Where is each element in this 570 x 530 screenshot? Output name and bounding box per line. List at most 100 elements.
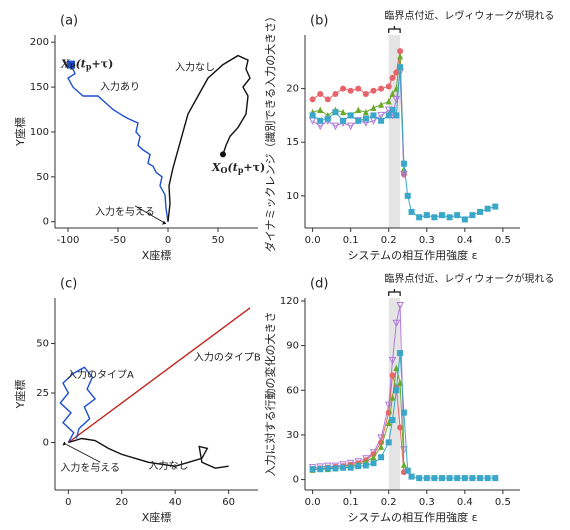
marker [385, 97, 392, 105]
marker [484, 205, 491, 212]
panel-label: (c) [60, 277, 77, 292]
marker [492, 203, 499, 210]
marker [393, 364, 400, 371]
label-part: +τ) [243, 161, 265, 174]
critical-band [388, 35, 401, 228]
marker [397, 350, 404, 357]
annotation: 入力のタイプB [194, 350, 261, 363]
marker [355, 85, 362, 92]
annotation: 入力を与える [95, 205, 155, 218]
marker [389, 394, 396, 401]
x-tick-label: 0.3 [419, 235, 435, 246]
panel-label: (b) [310, 14, 328, 29]
marker [385, 439, 392, 446]
x-tick-label: 0.5 [495, 497, 511, 508]
marker [347, 112, 354, 119]
annotation: 入力を与える [60, 461, 120, 474]
marker [362, 115, 369, 122]
marker [370, 112, 377, 119]
marker [340, 85, 347, 92]
marker [400, 160, 407, 167]
y-tick-label: 90 [286, 341, 299, 352]
marker [408, 208, 415, 215]
marker [400, 409, 407, 416]
y-tick-label: 50 [36, 339, 49, 350]
x-axis-label: X座標 [142, 248, 172, 262]
x-tick-label: 0.2 [381, 235, 397, 246]
annotation: 入力なし [175, 60, 215, 73]
marker [385, 112, 392, 119]
marker [324, 96, 331, 103]
marker [392, 319, 401, 328]
annotation: 入力なし [148, 459, 188, 472]
x-tick-label: 0.5 [495, 235, 511, 246]
point-label: XP(tp+τ) [60, 58, 113, 72]
marker [397, 48, 404, 55]
y-tick-label: 150 [30, 82, 49, 93]
marker [454, 212, 461, 219]
marker [340, 464, 347, 471]
marker [378, 101, 385, 108]
y-tick-label: 0 [293, 475, 299, 486]
marker [389, 90, 396, 97]
critical-band [388, 298, 401, 490]
arrow-head [162, 220, 166, 225]
marker [378, 454, 385, 461]
label-part: P [70, 62, 76, 72]
marker [389, 417, 396, 424]
bracket [388, 289, 401, 296]
x-tick-label: 0 [165, 235, 171, 246]
marker [393, 387, 400, 394]
arrow-head [62, 441, 67, 446]
series-line [67, 307, 251, 444]
y-tick-label: 30 [286, 430, 299, 441]
marker [492, 475, 499, 482]
series-line [59, 366, 97, 443]
y-tick-label: 15 [286, 137, 299, 148]
marker [404, 467, 411, 474]
label-part: X [211, 161, 221, 174]
point-label: XO(tp+τ) [211, 161, 265, 175]
x-tick-label: 0.4 [457, 497, 473, 508]
x-tick-label: -50 [110, 235, 126, 246]
marker [469, 475, 476, 482]
marker [324, 115, 331, 122]
x-tick-label: 20 [115, 497, 128, 508]
y-axis-label: Y座標 [13, 117, 27, 147]
marker [347, 87, 354, 94]
marker [404, 192, 411, 199]
marker [431, 475, 438, 482]
label-part: +τ) [91, 58, 113, 71]
marker [389, 372, 396, 379]
y-axis-label: 入力に対する行動の変化の大きさ [263, 312, 277, 477]
annotation: 入力のタイプA [67, 368, 134, 381]
y-tick-label: 200 [30, 37, 49, 48]
y-tick-label: 100 [30, 127, 49, 138]
series-line [68, 437, 229, 469]
y-tick-label: 0 [43, 217, 49, 228]
marker [461, 216, 468, 223]
x-axis-label: システムの相互作用強度 ε [347, 248, 477, 262]
top-annotation: 臨界点付近、レヴィウォークが現れる [384, 272, 554, 285]
x-tick-label: -100 [57, 235, 80, 246]
y-tick-label: 25 [36, 388, 49, 399]
marker [385, 419, 392, 427]
x-tick-label: 0.4 [457, 235, 473, 246]
marker [423, 212, 430, 219]
label-part: (t [228, 161, 238, 174]
marker [347, 464, 354, 471]
marker [309, 466, 316, 473]
marker [408, 473, 415, 480]
marker [355, 463, 362, 470]
y-tick-label: 10 [286, 191, 299, 202]
marker [416, 475, 423, 482]
x-tick-label: 50 [212, 235, 225, 246]
marker [317, 106, 324, 114]
marker [370, 104, 377, 111]
arrow [134, 205, 167, 225]
marker [446, 214, 453, 221]
marker [389, 107, 396, 114]
marker [362, 462, 369, 469]
label-part: X [60, 58, 70, 71]
